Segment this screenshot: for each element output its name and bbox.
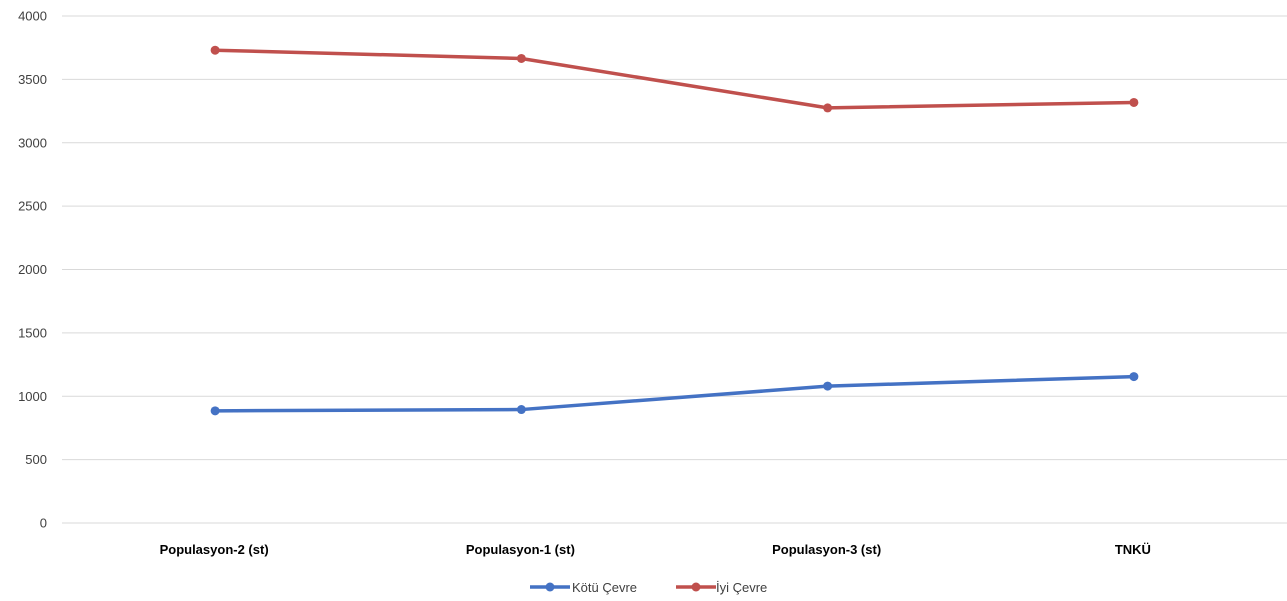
legend-swatch-marker	[691, 582, 701, 592]
y-tick-label: 1500	[18, 325, 47, 340]
y-tick-label: 3000	[18, 135, 47, 150]
data-point	[1129, 372, 1139, 382]
data-point	[823, 103, 833, 113]
y-tick-label: 0	[40, 516, 47, 531]
legend-item: İyi Çevre	[676, 580, 767, 595]
y-tick-label: 2500	[18, 199, 47, 214]
legend: Kötü Çevre İyi Çevre	[530, 580, 767, 595]
x-tick-label: Populasyon-1 (st)	[466, 542, 575, 557]
y-tick-label: 3500	[18, 72, 47, 87]
x-tick-label: Populasyon-2 (st)	[160, 542, 269, 557]
y-tick-label: 4000	[18, 9, 47, 24]
data-point	[1129, 97, 1139, 107]
x-tick-label: TNKÜ	[1115, 542, 1151, 557]
legend-swatch-marker	[545, 582, 555, 592]
legend-item: Kötü Çevre	[530, 580, 637, 595]
series-0	[210, 372, 1139, 416]
legend-label: Kötü Çevre	[572, 580, 637, 595]
x-tick-label: Populasyon-3 (st)	[772, 542, 881, 557]
data-point	[516, 53, 526, 63]
series-line	[213, 48, 1136, 110]
data-point	[516, 405, 526, 415]
series-line	[213, 374, 1136, 413]
y-tick-label: 2000	[18, 262, 47, 277]
series-1	[210, 45, 1139, 113]
data-point	[210, 45, 220, 55]
y-axis-ticks: 0 500 1000 1500 2000 2500 3000 3500 4000	[18, 9, 47, 531]
legend-label: İyi Çevre	[716, 580, 767, 595]
x-axis-ticks: Populasyon-2 (st) Populasyon-1 (st) Popula…	[160, 542, 1151, 557]
data-point	[823, 381, 833, 391]
gridlines	[62, 15, 1287, 524]
y-tick-label: 500	[25, 452, 47, 467]
y-tick-label: 1000	[18, 389, 47, 404]
data-point	[210, 406, 220, 416]
series-layer	[210, 45, 1139, 416]
